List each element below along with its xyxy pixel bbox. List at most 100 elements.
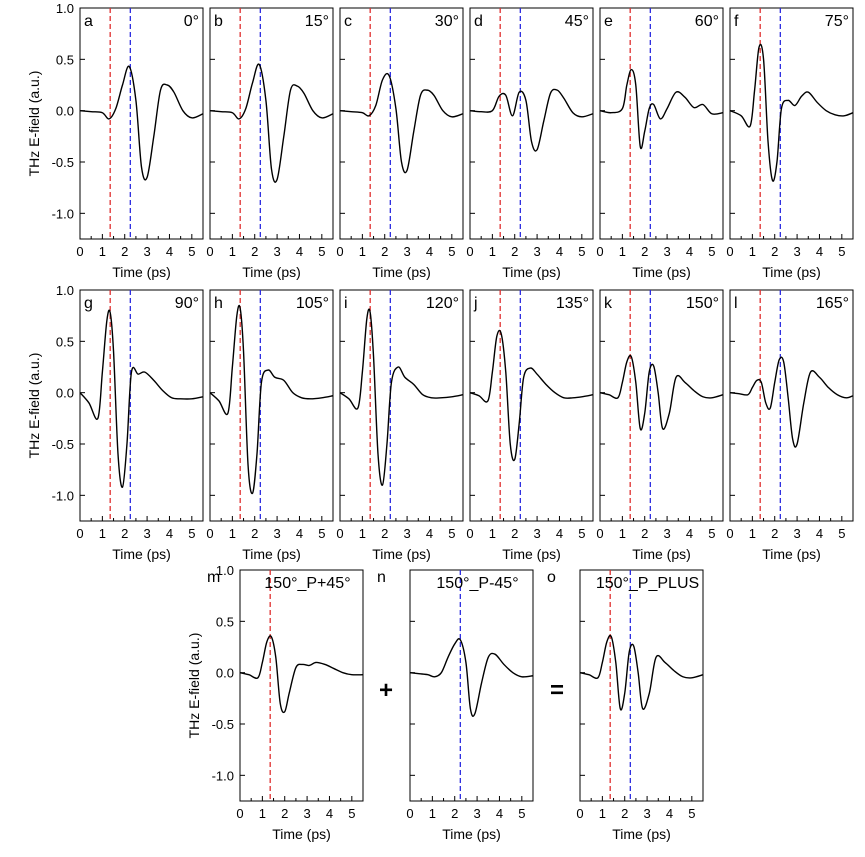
panel-letter: m	[207, 569, 220, 586]
x-tick-label: 3	[533, 526, 540, 541]
waveform-line	[469, 88, 594, 152]
panel-n: 0 1 2 3 4 5 Time (ps) n 150°_P-45°	[377, 569, 534, 842]
x-tick-label: 4	[166, 526, 173, 541]
x-tick-label: 5	[578, 244, 585, 259]
waveform-line	[209, 304, 334, 495]
x-tick-label: 0	[206, 526, 213, 541]
panel-m: 0 1 2 3 4 5 1.0 0.5 0.0 -0.5 -1.0 Time (ps) THz E-fi…	[186, 563, 364, 842]
panel-h: 0 1 2 3 4 5 Time (ps) h 105°	[206, 289, 334, 562]
x-tick-label: 3	[473, 806, 480, 821]
panel-title: 120°	[426, 295, 459, 312]
x-tick-label: 0	[466, 244, 473, 259]
x-axis-label: Time (ps)	[242, 264, 301, 280]
panel-a: 0 1 2 3 4 5 1.0 0.5 0.0 -0.5 -1.0 Time (ps) THz E-fi…	[26, 1, 204, 280]
x-tick-label: 1	[749, 526, 756, 541]
waveform-line	[599, 354, 724, 431]
x-tick-label: 1	[99, 244, 106, 259]
y-tick-label: -1.0	[52, 488, 74, 503]
panel-frame	[729, 289, 854, 522]
x-tick-label: 2	[381, 526, 388, 541]
y-axis-label: THz E-field (a.u.)	[26, 353, 42, 459]
y-tick-label: 1.0	[216, 563, 234, 578]
y-tick-label: 1.0	[56, 283, 74, 298]
x-tick-label: 5	[188, 244, 195, 259]
panel-o: 0 1 2 3 4 5 Time (ps) o 150°_P_PLUS	[547, 569, 704, 842]
x-tick-label: 0	[406, 806, 413, 821]
panel-frame	[209, 289, 334, 522]
panel-frame	[469, 7, 594, 240]
x-tick-label: 0	[596, 526, 603, 541]
panel-title: 150°_P_PLUS	[596, 575, 699, 592]
x-tick-label: 3	[303, 806, 310, 821]
x-axis-label: Time (ps)	[502, 546, 561, 562]
waveform-line	[239, 635, 364, 714]
x-tick-label: 2	[121, 244, 128, 259]
y-tick-label: 0.5	[216, 614, 234, 629]
panel-letter: g	[84, 295, 93, 312]
panel-title: 90°	[175, 295, 199, 312]
panel-i: 0 1 2 3 4 5 Time (ps) i 120°	[336, 289, 464, 562]
x-tick-label: 4	[166, 244, 173, 259]
waveform-line	[339, 72, 464, 174]
x-axis-label: Time (ps)	[762, 546, 821, 562]
x-tick-label: 5	[448, 244, 455, 259]
waveform-line	[599, 68, 724, 150]
y-axis-label: THz E-field (a.u.)	[26, 71, 42, 177]
x-tick-label: 2	[511, 526, 518, 541]
panel-f: 0 1 2 3 4 5 Time (ps) f 75°	[726, 7, 854, 280]
panel-frame	[409, 569, 534, 802]
y-tick-label: 0.0	[216, 666, 234, 681]
panel-frame	[729, 7, 854, 240]
x-axis-label: Time (ps)	[612, 826, 671, 842]
x-tick-label: 2	[641, 244, 648, 259]
x-tick-label: 0	[206, 244, 213, 259]
x-tick-label: 3	[143, 244, 150, 259]
x-tick-label: 0	[576, 806, 583, 821]
x-tick-label: 2	[621, 806, 628, 821]
x-axis-label: Time (ps)	[272, 826, 331, 842]
x-tick-label: 4	[296, 526, 303, 541]
x-tick-label: 2	[251, 526, 258, 541]
x-tick-label: 5	[838, 526, 845, 541]
panel-title: 30°	[435, 13, 459, 30]
panel-d: 0 1 2 3 4 5 Time (ps) d 45°	[466, 7, 594, 280]
x-tick-label: 4	[556, 526, 563, 541]
x-tick-label: 3	[793, 526, 800, 541]
x-tick-label: 0	[466, 526, 473, 541]
x-tick-label: 1	[359, 244, 366, 259]
panel-frame	[239, 569, 364, 802]
x-tick-label: 3	[403, 526, 410, 541]
x-axis-label: Time (ps)	[762, 264, 821, 280]
x-tick-label: 1	[489, 526, 496, 541]
waveform-line	[729, 43, 854, 182]
x-tick-label: 3	[663, 244, 670, 259]
panel-letter: a	[84, 13, 93, 30]
panel-letter: b	[214, 13, 223, 30]
x-tick-label: 3	[403, 244, 410, 259]
x-tick-label: 2	[251, 244, 258, 259]
panel-title: 105°	[296, 295, 329, 312]
x-tick-label: 4	[816, 244, 823, 259]
x-tick-label: 5	[518, 806, 525, 821]
x-tick-label: 2	[451, 806, 458, 821]
x-tick-label: 2	[771, 526, 778, 541]
panel-letter: o	[547, 569, 556, 586]
x-tick-label: 0	[726, 526, 733, 541]
x-tick-label: 0	[336, 244, 343, 259]
panel-e: 0 1 2 3 4 5 Time (ps) e 60°	[596, 7, 724, 280]
x-tick-label: 3	[273, 244, 280, 259]
panel-frame	[469, 289, 594, 522]
x-axis-label: Time (ps)	[112, 264, 171, 280]
x-tick-label: 2	[641, 526, 648, 541]
equals-sign: =	[550, 677, 564, 704]
x-axis-label: Time (ps)	[632, 546, 691, 562]
panel-title: 15°	[305, 13, 329, 30]
x-tick-label: 5	[708, 526, 715, 541]
waveform-line	[209, 63, 334, 183]
y-tick-label: 0.5	[56, 334, 74, 349]
x-tick-label: 0	[76, 244, 83, 259]
x-tick-label: 1	[599, 806, 606, 821]
x-tick-label: 4	[326, 806, 333, 821]
panel-title: 150°_P+45°	[264, 575, 350, 592]
x-tick-label: 5	[318, 526, 325, 541]
